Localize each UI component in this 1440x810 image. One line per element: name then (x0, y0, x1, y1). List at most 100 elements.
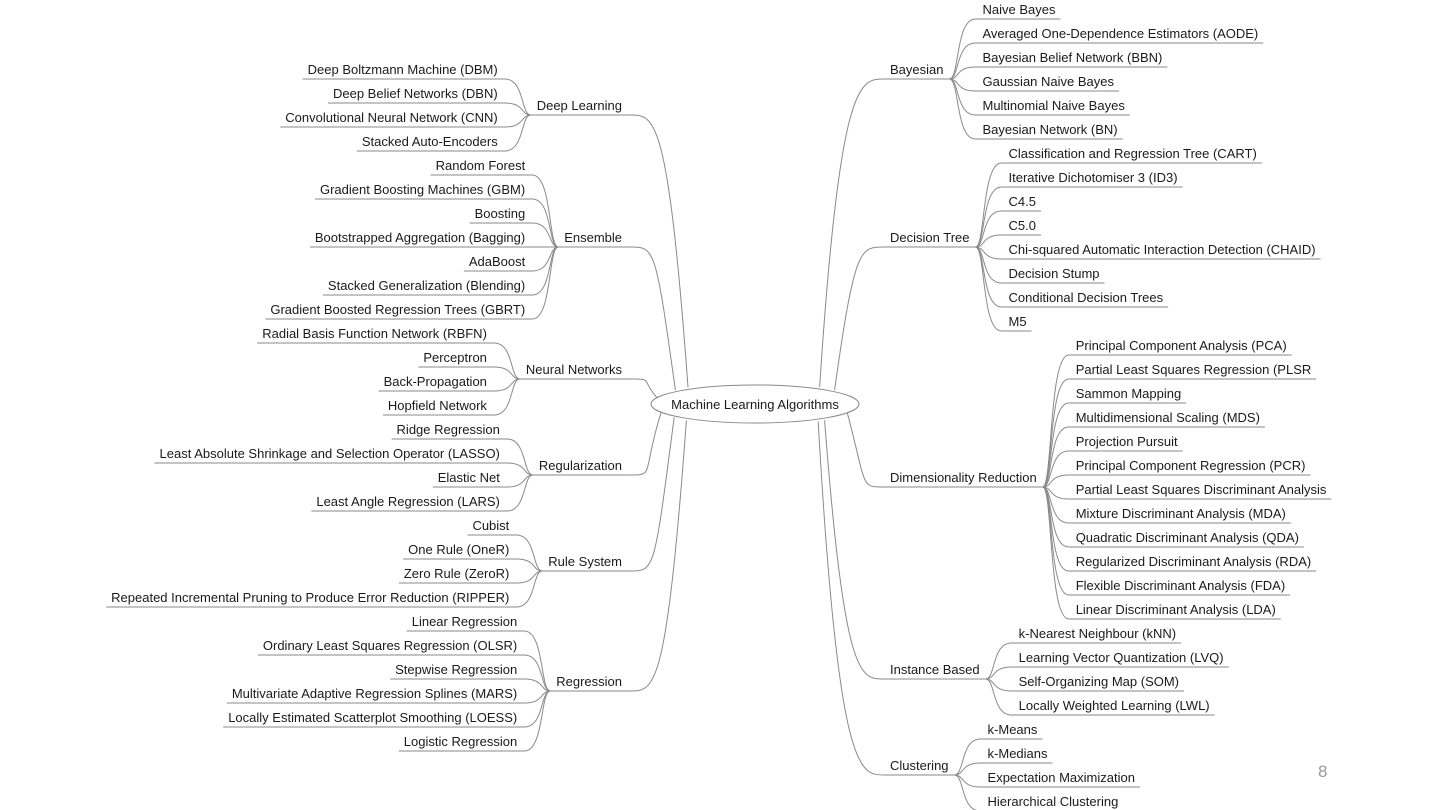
leaf-node[interactable]: Hopfield Network (388, 398, 487, 413)
leaf-node[interactable]: Back-Propagation (384, 374, 487, 389)
leaf-node[interactable]: Deep Boltzmann Machine (DBM) (308, 62, 498, 77)
leaf-node[interactable]: Locally Weighted Learning (LWL) (1019, 698, 1210, 713)
category-regularization[interactable]: Regularization (539, 458, 622, 473)
leaf-node[interactable]: Bootstrapped Aggregation (Bagging) (315, 230, 525, 245)
leaf-node[interactable]: Gradient Boosting Machines (GBM) (320, 182, 525, 197)
leaf-connector (985, 666, 1229, 680)
leaf-node[interactable]: Ridge Regression (397, 422, 500, 437)
leaf-node[interactable]: Flexible Discriminant Analysis (FDA) (1076, 578, 1286, 593)
leaf-node[interactable]: Chi-squared Automatic Interaction Detect… (1008, 242, 1315, 257)
leaf-node[interactable]: Least Angle Regression (LARS) (316, 494, 500, 509)
leaf-node[interactable]: Radial Basis Function Network (RBFN) (262, 326, 487, 341)
leaf-node[interactable]: Deep Belief Networks (DBN) (333, 86, 498, 101)
leaf-node[interactable]: Stacked Auto-Encoders (362, 134, 498, 149)
leaf-node[interactable]: Repeated Incremental Pruning to Produce … (111, 590, 509, 605)
leaf-connector (1042, 378, 1317, 488)
leaf-node[interactable]: Averaged One-Dependence Estimators (AODE… (982, 26, 1258, 41)
leaf-node[interactable]: Convolutional Neural Network (CNN) (285, 110, 497, 125)
leaf-node[interactable]: C5.0 (1008, 218, 1035, 233)
leaf-node[interactable]: Logistic Regression (404, 734, 517, 749)
leaf-node[interactable]: Decision Stump (1008, 266, 1099, 281)
leaf-node[interactable]: Hierarchical Clustering (988, 794, 1119, 809)
leaf-node[interactable]: Classification and Regression Tree (CART… (1008, 146, 1256, 161)
root-connector (834, 246, 885, 391)
leaf-node[interactable]: Learning Vector Quantization (LVQ) (1019, 650, 1224, 665)
root-connector (629, 410, 663, 476)
leaf-node[interactable]: One Rule (OneR) (408, 542, 509, 557)
leaf-node[interactable]: Perceptron (423, 350, 487, 365)
leaf-node[interactable]: k-Medians (988, 746, 1048, 761)
leaf-node[interactable]: Multivariate Adaptive Regression Splines… (232, 686, 517, 701)
category-clustering[interactable]: Clustering (890, 758, 949, 773)
leaf-connector (403, 558, 543, 572)
leaf-node[interactable]: Quadratic Discriminant Analysis (QDA) (1076, 530, 1299, 545)
leaf-node[interactable]: AdaBoost (469, 254, 526, 269)
leaf-node[interactable]: Zero Rule (ZeroR) (404, 566, 509, 581)
leaf-node[interactable]: Locally Estimated Scatterplot Smoothing … (228, 710, 517, 725)
category-decision-tree[interactable]: Decision Tree (890, 230, 969, 245)
leaf-connector (975, 210, 1041, 248)
leaf-node[interactable]: Bayesian Network (BN) (982, 122, 1117, 137)
leaf-node[interactable]: Multidimensional Scaling (MDS) (1076, 410, 1260, 425)
root-node[interactable]: Machine Learning Algorithms (671, 397, 839, 412)
leaf-node[interactable]: Gradient Boosted Regression Trees (GBRT) (270, 302, 525, 317)
category-deep-learning[interactable]: Deep Learning (537, 98, 622, 113)
leaf-connector (406, 630, 551, 692)
leaf-node[interactable]: Cubist (472, 518, 509, 533)
leaf-connector (975, 246, 1032, 332)
leaf-connector (314, 198, 559, 248)
leaf-node[interactable]: Ordinary Least Squares Regression (OLSR) (263, 638, 517, 653)
leaf-node[interactable]: C4.5 (1008, 194, 1035, 209)
leaf-node[interactable]: Stacked Generalization (Blending) (328, 278, 525, 293)
leaf-node[interactable]: Partial Least Squares Discriminant Analy… (1076, 482, 1327, 497)
leaf-node[interactable]: Naive Bayes (982, 2, 1055, 17)
leaf-connector (954, 762, 1053, 776)
leaf-node[interactable]: Projection Pursuit (1076, 434, 1178, 449)
category-dimensionality-reduction[interactable]: Dimensionality Reduction (890, 470, 1037, 485)
leaf-node[interactable]: Conditional Decision Trees (1008, 290, 1163, 305)
leaf-node[interactable]: Mixture Discriminant Analysis (MDA) (1076, 506, 1286, 521)
category-ensemble[interactable]: Ensemble (564, 230, 622, 245)
page-number: 8 (1318, 762, 1328, 781)
leaf-node[interactable]: Elastic Net (438, 470, 501, 485)
leaf-node[interactable]: Least Absolute Shrinkage and Selection O… (160, 446, 500, 461)
category-rule-system[interactable]: Rule System (548, 554, 622, 569)
leaf-node[interactable]: k-Nearest Neighbour (kNN) (1019, 626, 1177, 641)
root-connector (629, 246, 676, 391)
leaf-connector (1042, 402, 1187, 488)
category-regression[interactable]: Regression (556, 674, 622, 689)
leaf-node[interactable]: Boosting (475, 206, 526, 221)
root-connector (629, 417, 675, 572)
root-connector (629, 420, 687, 692)
leaf-node[interactable]: Stepwise Regression (395, 662, 517, 677)
category-instance-based[interactable]: Instance Based (890, 662, 980, 677)
leaf-node[interactable]: k-Means (988, 722, 1038, 737)
leaf-node[interactable]: Linear Regression (412, 614, 518, 629)
leaf-node[interactable]: Random Forest (436, 158, 526, 173)
leaf-node[interactable]: Principal Component Analysis (PCA) (1076, 338, 1287, 353)
leaf-node[interactable]: Regularized Discriminant Analysis (RDA) (1076, 554, 1312, 569)
leaf-node[interactable]: Principal Component Regression (PCR) (1076, 458, 1306, 473)
leaf-node[interactable]: Bayesian Belief Network (BBN) (982, 50, 1162, 65)
leaf-node[interactable]: Self-Organizing Map (SOM) (1019, 674, 1179, 689)
leaf-node[interactable]: Linear Discriminant Analysis (LDA) (1076, 602, 1276, 617)
category-bayesian[interactable]: Bayesian (890, 62, 943, 77)
leaf-connector (106, 570, 543, 608)
leaf-node[interactable]: Expectation Maximization (988, 770, 1135, 785)
leaf-connector (382, 378, 521, 416)
leaf-connector (327, 102, 531, 116)
category-neural-networks[interactable]: Neural Networks (526, 362, 623, 377)
leaf-node[interactable]: Sammon Mapping (1076, 386, 1182, 401)
leaf-node[interactable]: Partial Least Squares Regression (PLSR (1076, 362, 1312, 377)
root-connector (817, 421, 885, 776)
root-connector (629, 378, 660, 401)
leaf-connector (469, 222, 559, 248)
leaf-connector (949, 66, 1168, 80)
leaf-node[interactable]: Gaussian Naive Bayes (982, 74, 1114, 89)
root-node-ellipse (650, 384, 860, 424)
leaf-connector (985, 642, 1182, 680)
leaf-node[interactable]: Iterative Dichotomiser 3 (ID3) (1008, 170, 1177, 185)
leaf-node[interactable]: Multinomial Naive Bayes (982, 98, 1125, 113)
leaf-node[interactable]: M5 (1008, 314, 1026, 329)
leaf-connector (302, 78, 531, 116)
